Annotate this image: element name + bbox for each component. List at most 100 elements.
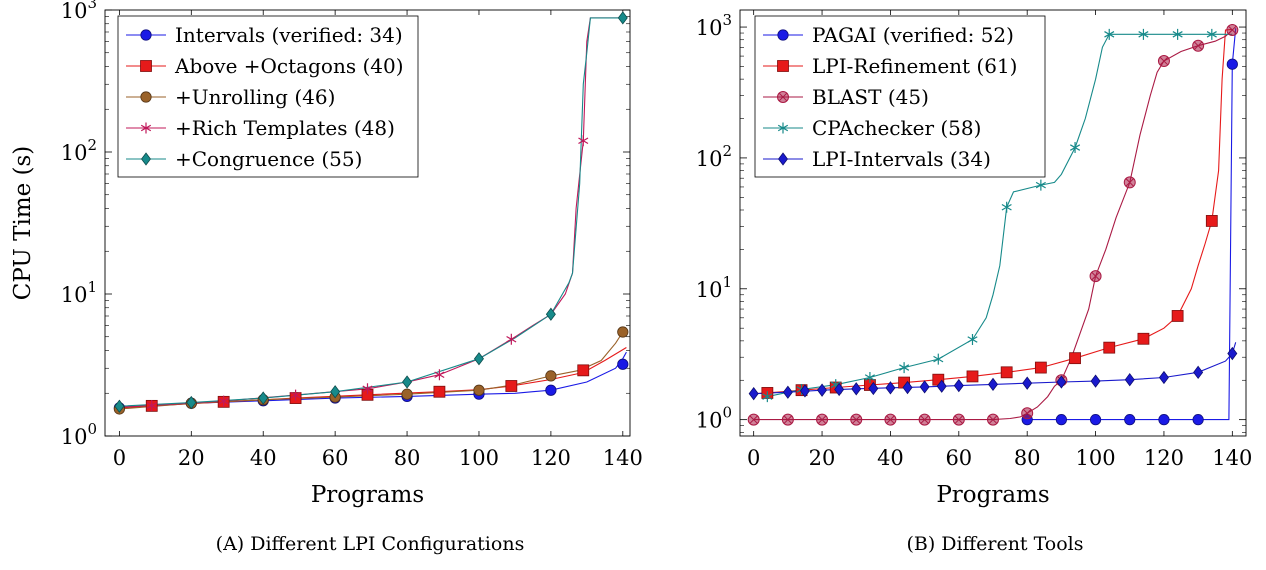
data-point-3	[434, 369, 445, 381]
data-point-2	[1192, 39, 1205, 52]
data-point-1	[966, 370, 979, 383]
data-point-1	[1171, 310, 1184, 322]
data-point-4	[1124, 373, 1135, 387]
y-tick-label: 103	[61, 0, 97, 23]
y-tick-label: 100	[61, 420, 97, 449]
data-point-0	[617, 358, 629, 370]
legend-marker	[140, 60, 152, 72]
caption: (A) Different LPI Configurations	[216, 533, 525, 555]
x-tick-label: 120	[531, 446, 571, 470]
legend-marker	[777, 29, 789, 41]
data-point-4	[330, 385, 341, 399]
x-tick-label: 40	[250, 446, 277, 470]
data-point-2	[1021, 407, 1034, 420]
data-point-4	[748, 386, 759, 401]
x-tick-label: 80	[394, 446, 421, 470]
data-point-2	[1226, 23, 1239, 36]
legend-marker	[778, 152, 788, 166]
data-point-0	[545, 384, 557, 396]
x-tick-label: 60	[322, 446, 349, 470]
data-point-2	[850, 413, 863, 426]
x-tick-label: 20	[809, 446, 836, 470]
data-point-4	[902, 380, 913, 395]
data-point-2	[401, 388, 413, 400]
legend-entry: BLAST (45)	[812, 85, 929, 109]
data-point-3	[1001, 201, 1012, 213]
data-point-1	[1137, 332, 1150, 345]
data-point-4	[258, 391, 269, 405]
plot-frame	[104, 9, 631, 437]
legend-marker	[140, 122, 152, 134]
data-point-2	[987, 413, 999, 426]
data-point-3	[290, 389, 301, 401]
data-point-3	[1138, 28, 1149, 40]
data-point-2	[884, 413, 897, 426]
legend-box	[117, 15, 419, 178]
data-point-4	[817, 383, 828, 397]
x-tick-label: 140	[1212, 446, 1252, 470]
data-point-3	[1035, 179, 1046, 191]
x-axis-label: Programs	[311, 482, 424, 508]
data-point-3	[933, 353, 944, 365]
data-point-2	[1157, 55, 1170, 68]
data-point-1	[577, 364, 590, 377]
data-point-4	[1193, 365, 1204, 379]
data-point-4	[868, 381, 879, 396]
data-point-4	[617, 11, 628, 25]
x-tick-label: 60	[945, 446, 972, 470]
data-point-3	[218, 395, 229, 407]
data-point-2	[617, 326, 629, 338]
data-point-3	[1069, 142, 1081, 154]
legend-entry: CPAchecker (58)	[812, 116, 981, 140]
y-tick-label: 102	[61, 136, 97, 165]
data-point-0	[1226, 58, 1238, 70]
data-point-2	[1089, 270, 1102, 283]
series-line-0	[1027, 28, 1237, 421]
legend-entry: +Rich Templates (48)	[175, 116, 395, 140]
data-point-3	[762, 391, 773, 403]
legend-marker	[140, 91, 152, 103]
legend-marker	[777, 122, 789, 134]
data-point-4	[1022, 376, 1033, 390]
data-point-2	[747, 413, 760, 426]
y-axis-label: CPU Time (s)	[10, 146, 36, 301]
data-point-2	[952, 413, 965, 426]
data-point-0	[1124, 414, 1136, 426]
legend-marker	[141, 152, 151, 166]
data-point-4	[1090, 374, 1101, 388]
legend-marker	[777, 91, 789, 103]
y-tick-label: 101	[696, 273, 732, 302]
data-point-3	[506, 333, 517, 345]
data-point-0	[1089, 414, 1102, 426]
data-point-3	[578, 135, 589, 147]
data-point-3	[146, 399, 157, 411]
x-tick-label: 120	[1144, 446, 1184, 470]
y-tick-label: 100	[696, 404, 732, 433]
y-tick-label: 101	[61, 278, 97, 307]
y-tick-label: 102	[696, 142, 732, 171]
x-tick-label: 0	[747, 446, 760, 470]
x-tick-label: 140	[603, 446, 643, 470]
data-point-4	[186, 395, 197, 410]
data-point-0	[1158, 414, 1170, 426]
legend-entry: +Congruence (55)	[175, 147, 362, 171]
legend-entry: LPI-Intervals (34)	[812, 147, 991, 171]
legend-marker	[140, 29, 152, 41]
legend-entry: Above +Octagons (40)	[174, 54, 404, 78]
data-point-2	[473, 384, 485, 396]
y-tick-label: 103	[696, 11, 732, 40]
data-point-2	[545, 370, 557, 382]
data-point-2	[816, 413, 829, 426]
data-point-4	[936, 379, 947, 393]
x-tick-label: 100	[1076, 446, 1116, 470]
legend-marker	[777, 60, 789, 72]
data-point-0	[1055, 414, 1067, 426]
data-point-1	[1069, 352, 1081, 365]
data-point-4	[885, 381, 896, 395]
legend-entry: +Unrolling (46)	[175, 85, 335, 109]
x-tick-label: 100	[459, 446, 499, 470]
legend-entry: PAGAI (verified: 52)	[812, 23, 1014, 47]
x-tick-label: 80	[1014, 446, 1041, 470]
legend-entry: Intervals (verified: 34)	[175, 23, 403, 47]
